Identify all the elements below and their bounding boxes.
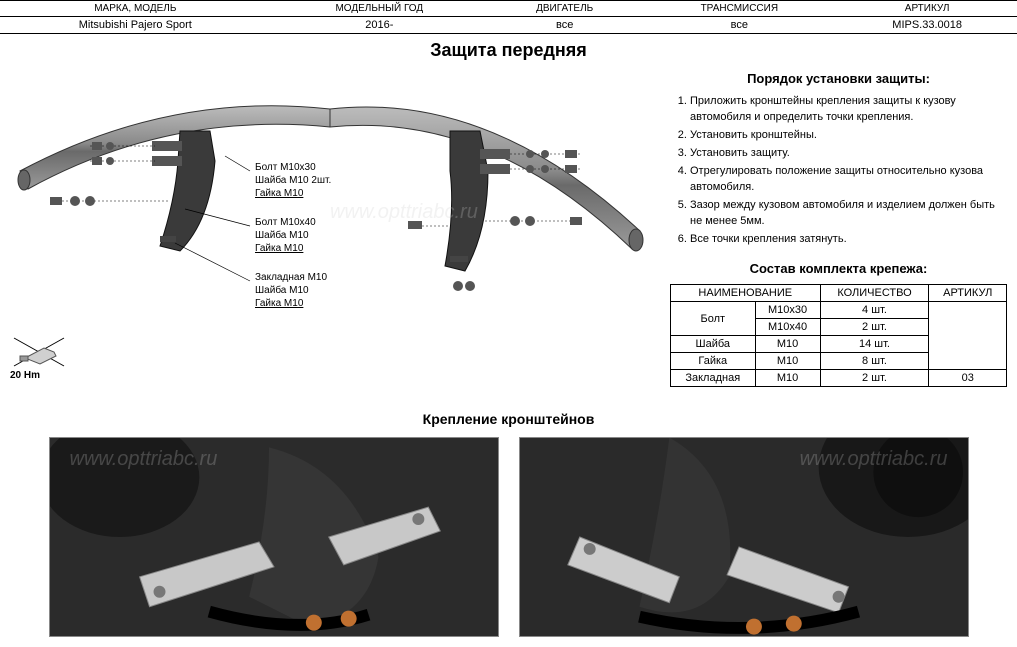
kit-table: НАИМЕНОВАНИЕ КОЛИЧЕСТВО АРТИКУЛ Болт M10…	[670, 284, 1007, 387]
kit-col-qty: КОЛИЧЕСТВО	[820, 285, 929, 302]
vehicle-header-table: МАРКА, МОДЕЛЬ МОДЕЛЬНЫЙ ГОД ДВИГАТЕЛЬ ТР…	[0, 0, 1017, 34]
page-title: Защита передняя	[0, 40, 1017, 61]
kit-row: Болт M10x30 4 шт.	[671, 302, 1007, 319]
bracket-photo-right: www.opttriabc.ru	[519, 437, 969, 637]
header-val-make: Mitsubishi Pajero Sport	[0, 17, 271, 34]
install-step: Установить защиту.	[690, 146, 1007, 162]
torque-icon: 20 Hm	[10, 334, 70, 381]
install-heading: Порядок установки защиты:	[670, 71, 1007, 86]
bracket-section-title: Крепление кронштейнов	[0, 411, 1017, 427]
kit-col-art: АРТИКУЛ	[929, 285, 1007, 302]
header-val-engine: все	[488, 17, 641, 34]
callout-bolt-m10x30: Болт M10x30 Шайба M10 2шт. Гайка M10	[255, 161, 331, 200]
header-col-year: МОДЕЛЬНЫЙ ГОД	[271, 1, 488, 17]
bracket-photo-left: www.opttriabc.ru	[49, 437, 499, 637]
header-val-year: 2016-	[271, 17, 488, 34]
header-col-engine: ДВИГАТЕЛЬ	[488, 1, 641, 17]
torque-value: 20 Hm	[10, 370, 40, 381]
bracket-photos: www.opttriabc.ru www.opttriabc.ru	[0, 437, 1017, 647]
exploded-diagram: Болт M10x30 Шайба M10 2шт. Гайка M10 Бол…	[10, 71, 650, 361]
install-steps: Приложить кронштейны крепления защиты к …	[670, 94, 1007, 247]
kit-heading: Состав комплекта крепежа:	[670, 261, 1007, 276]
header-col-sku: АРТИКУЛ	[837, 1, 1017, 17]
header-col-trans: ТРАНСМИССИЯ	[641, 1, 837, 17]
callout-bolt-m10x40: Болт M10x40 Шайба M10 Гайка M10	[255, 216, 316, 255]
callout-anchor-m10: Закладная M10 Шайба M10 Гайка M10	[255, 271, 327, 310]
header-val-trans: все	[641, 17, 837, 34]
kit-col-name: НАИМЕНОВАНИЕ	[671, 285, 821, 302]
install-step: Установить кронштейны.	[690, 128, 1007, 144]
install-step: Все точки крепления затянуть.	[690, 232, 1007, 248]
header-col-make: МАРКА, МОДЕЛЬ	[0, 1, 271, 17]
kit-row: Закладная M10 2 шт. 03	[671, 370, 1007, 387]
header-val-sku: MIPS.33.0018	[837, 17, 1017, 34]
install-step: Зазор между кузовом автомобиля и изделие…	[690, 198, 1007, 230]
install-step: Отрегулировать положение защиты относите…	[690, 164, 1007, 196]
install-step: Приложить кронштейны крепления защиты к …	[690, 94, 1007, 126]
